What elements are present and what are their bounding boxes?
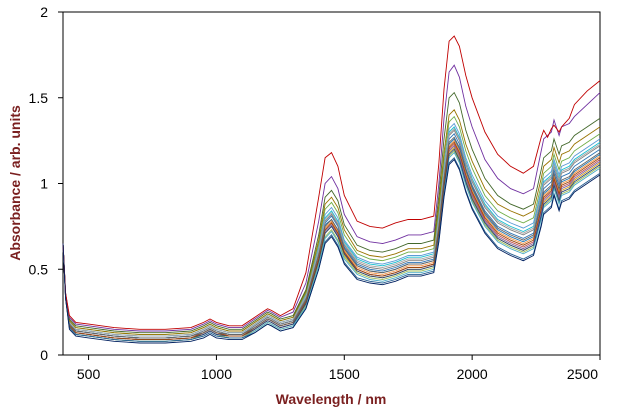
series-line-20 — [62, 64, 601, 332]
y-tick-label: 0.5 — [29, 261, 49, 277]
series-layer — [62, 35, 601, 344]
y-tick-label: 1 — [40, 176, 48, 192]
y-tick-label: 1.5 — [29, 90, 49, 106]
y-axis-title: Absorbance / arb. units — [7, 105, 23, 261]
x-tick-label: 500 — [77, 366, 101, 382]
x-tick-label: 2500 — [567, 366, 598, 382]
series-line-16 — [62, 136, 601, 339]
series-line-22 — [62, 158, 601, 344]
x-tick-label: 1500 — [329, 366, 360, 382]
series-line-14 — [62, 148, 601, 341]
series-line-17 — [62, 109, 601, 335]
x-axis-title: Wavelength / nm — [276, 391, 387, 407]
x-tick-label: 2000 — [457, 366, 488, 382]
plot-area — [62, 11, 601, 356]
x-tick-label: 1000 — [201, 366, 232, 382]
series-line-13 — [62, 127, 601, 337]
series-line-19 — [62, 91, 601, 334]
y-tick-label: 2 — [40, 4, 48, 20]
y-tick-label: 0 — [40, 347, 48, 363]
ticks-layer: 500 1000 1500 2000 2500 0 0.5 1 1.5 2 — [29, 4, 601, 382]
series-line-21 — [62, 35, 601, 330]
